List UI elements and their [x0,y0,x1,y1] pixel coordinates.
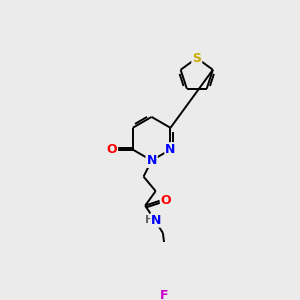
Text: H: H [145,215,154,225]
Text: O: O [161,194,171,207]
Text: N: N [151,214,162,226]
Text: O: O [106,143,117,156]
Text: N: N [165,143,176,156]
Text: S: S [192,52,201,64]
Text: F: F [160,290,169,300]
Text: N: N [146,154,157,167]
